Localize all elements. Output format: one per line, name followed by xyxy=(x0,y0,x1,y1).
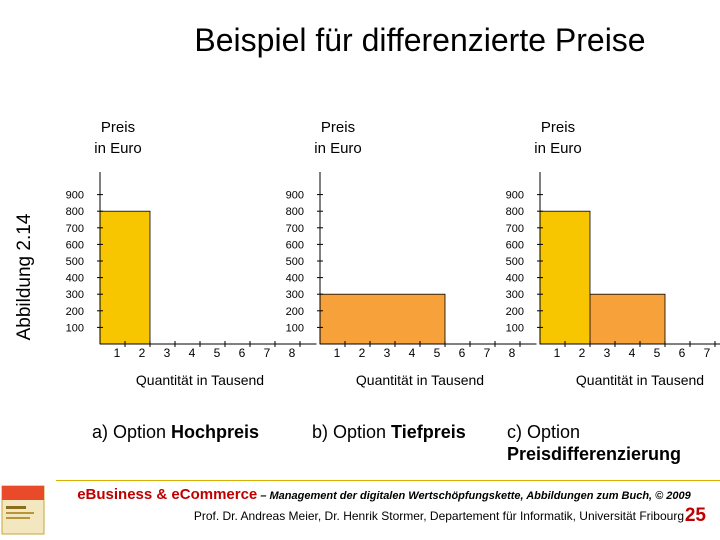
chart3-block-2 xyxy=(539,210,591,345)
chart1-ytick-label-100: 100 xyxy=(66,322,84,334)
chart1-ytick-label-400: 400 xyxy=(66,273,84,285)
caption-a: a) Option Hochpreis xyxy=(92,421,259,443)
chart2-xtick-label-1: 1 xyxy=(334,346,341,360)
chart1-ytick-label-200: 200 xyxy=(66,306,84,318)
charts-canvas: 900 800 700 600 500 400 300 200 100 1 2 3 4 5 6 7 8 Preis… xyxy=(66,119,720,388)
chart1-ytick-label-300: 300 xyxy=(66,289,84,301)
chart2-ytick-label-200: 200 xyxy=(286,306,304,318)
chart3-ytick-label-500: 500 xyxy=(506,256,524,268)
caption-b-normal: b) Option xyxy=(312,422,392,442)
chart2-ytick-label-900: 900 xyxy=(286,190,304,202)
chart2-xtick-label-5: 5 xyxy=(434,346,441,360)
caption-a-bold: Hochpreis xyxy=(171,422,260,442)
footer-title: eBusiness & eCommerce – Management der d… xyxy=(64,486,704,503)
chart1-ytick-label-600: 600 xyxy=(66,239,84,251)
chart3-ylabel-line1: Preis xyxy=(541,119,575,136)
chart1-xtick-label-2: 2 xyxy=(139,346,146,360)
chart3-ytick-label-300: 300 xyxy=(506,289,524,301)
footer-subtitle: – Management der digitalen Wertschöpfung… xyxy=(257,490,691,502)
chart1-ytick-label-900: 900 xyxy=(66,190,84,202)
chart1-xtick-label-1: 1 xyxy=(114,346,121,360)
chart1-ytick-label-700: 700 xyxy=(66,223,84,235)
chart1-block-1 xyxy=(99,210,151,345)
chart3-ytick-label-400: 400 xyxy=(506,273,524,285)
caption-c: c) Option Preisdifferenzierung xyxy=(507,421,681,465)
chart1-xtick-label-3: 3 xyxy=(164,346,171,360)
chart1-xtick-label-8: 8 xyxy=(289,346,296,360)
chart2-xtick-label-7: 7 xyxy=(484,346,491,360)
chart3-xtick-label-5: 5 xyxy=(654,346,661,360)
caption-a-normal: a) Option xyxy=(92,422,172,442)
chart1-ytick-label-800: 800 xyxy=(66,206,84,218)
page-title: Beispiel für differenzierte Preise xyxy=(194,22,646,58)
chart1-ytick-label-500: 500 xyxy=(66,256,84,268)
chart2-xlabel: Quantität in Tausend xyxy=(356,372,484,388)
book-cover-logo xyxy=(1,485,45,535)
chart2-ytick-label-100: 100 xyxy=(286,322,304,334)
caption-b-bold: Tiefpreis xyxy=(391,422,466,442)
chart2-xtick-label-6: 6 xyxy=(459,346,466,360)
chart1-xlabel: Quantität in Tausend xyxy=(136,372,264,388)
chart1-xtick-label-4: 4 xyxy=(189,346,196,360)
chart3-ytick-label-700: 700 xyxy=(506,223,524,235)
chart2-ytick-label-300: 300 xyxy=(286,289,304,301)
chart3-xlabel: Quantität in Tausend xyxy=(576,372,704,388)
footer-authors: Prof. Dr. Andreas Meier, Dr. Henrik Stor… xyxy=(193,509,684,523)
caption-c-normal: c) Option xyxy=(507,422,581,442)
page-number: 25 xyxy=(684,505,706,526)
chart1-xtick-label-6: 6 xyxy=(239,346,246,360)
chart3-xtick-label-4: 4 xyxy=(629,346,636,360)
chart2-ytick-label-700: 700 xyxy=(286,223,304,235)
chart2-xtick-label-4: 4 xyxy=(409,346,416,360)
chart1-ylabel-line1: Preis xyxy=(101,119,135,136)
chart2-ytick-label-600: 600 xyxy=(286,239,304,251)
chart3-ytick-label-800: 800 xyxy=(506,206,524,218)
chart3-xtick-label-1: 1 xyxy=(554,346,561,360)
caption-c-bold: Preisdifferenzierung xyxy=(507,444,682,464)
chart3-ylabel-line2: in Euro xyxy=(534,140,582,157)
chart3-ytick-label-200: 200 xyxy=(506,306,524,318)
footer-divider xyxy=(56,480,720,481)
chart2-block-1 xyxy=(319,293,446,345)
chart2-xtick-label-8: 8 xyxy=(509,346,516,360)
chart1-xtick-label-5: 5 xyxy=(214,346,221,360)
chart2-xtick-label-3: 3 xyxy=(384,346,391,360)
chart2-ylabel-line2: in Euro xyxy=(314,140,362,157)
chart2-ytick-label-800: 800 xyxy=(286,206,304,218)
chart3-xtick-label-7: 7 xyxy=(704,346,711,360)
chart3-ytick-label-600: 600 xyxy=(506,239,524,251)
chart2-ytick-label-500: 500 xyxy=(286,256,304,268)
chart1-ylabel-line2: in Euro xyxy=(94,140,142,157)
footer-brand: eBusiness & eCommerce xyxy=(77,486,258,503)
chart3-xtick-label-3: 3 xyxy=(604,346,611,360)
chart3-xtick-label-2: 2 xyxy=(579,346,586,360)
chart3-ytick-label-100: 100 xyxy=(506,322,524,334)
chart3-xtick-label-6: 6 xyxy=(679,346,686,360)
chart1-xtick-label-7: 7 xyxy=(264,346,271,360)
chart2-ytick-label-400: 400 xyxy=(286,273,304,285)
chart3-ytick-label-900: 900 xyxy=(506,190,524,202)
caption-b: b) Option Tiefpreis xyxy=(312,421,466,443)
chart2-ylabel-line1: Preis xyxy=(321,119,355,136)
chart2-xtick-label-2: 2 xyxy=(359,346,366,360)
